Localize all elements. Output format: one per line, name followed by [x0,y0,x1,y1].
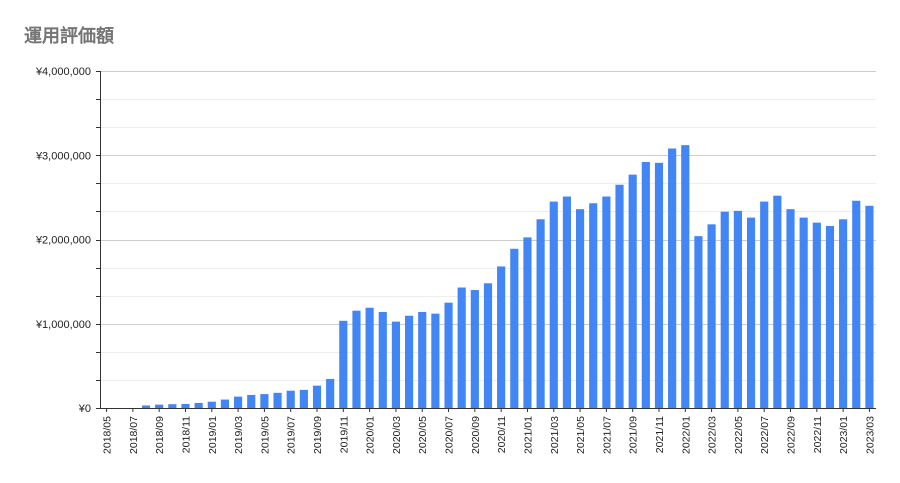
bar-2018-11 [181,403,190,408]
x-tick-label: 2019/07 [286,416,298,454]
x-tick-label: 2019/01 [207,416,219,454]
x-tick-label: 2019/05 [259,416,271,454]
bar-2021-02 [536,219,545,408]
bar-2021-10 [641,161,650,408]
x-tick-label: 2021/07 [601,416,613,454]
x-tick-label: 2018/11 [180,416,192,453]
bar-2018-10 [168,404,177,408]
bar-2021-05 [575,209,585,408]
x-tick-label: 2020/11 [496,416,508,453]
bar-2021-04 [562,196,571,408]
x-tick-label: 2021/03 [549,416,561,454]
x-tick-label: 2020/09 [470,416,482,454]
bar-2021-11 [654,162,664,408]
bar-2022-05 [733,210,742,408]
bar-2021-12 [668,148,677,408]
x-tick-label: 2022/01 [680,416,692,454]
bar-2020-10 [483,283,493,408]
x-tick-label: 2022/07 [759,416,771,454]
y-tick-label: ¥1,000,000 [35,319,91,331]
bar-2022-11 [812,222,821,408]
bar-2019-01 [207,401,216,408]
x-tick-label: 2023/01 [838,416,850,454]
bar-2020-09 [470,290,479,408]
x-tick-label: 2022/05 [733,416,745,454]
bar-2019-09 [312,385,322,408]
x-tick-label: 2018/05 [102,416,114,454]
bar-2023-03 [865,205,874,408]
bar-2019-12 [352,310,361,408]
x-tick-label: 2021/01 [522,416,534,454]
x-tick-label: 2022/03 [707,416,719,454]
axes [96,71,876,409]
bar-2020-07 [444,302,453,408]
x-tick-label: 2020/03 [391,416,403,454]
y-tick-label: ¥4,000,000 [35,66,91,78]
bar-2019-05 [260,394,269,408]
x-tick-label: 2022/09 [786,416,798,454]
bar-2022-09 [786,209,795,408]
bar-2023-02 [852,200,861,408]
x-tick-label: 2020/01 [365,416,377,454]
x-tick-label: 2019/03 [233,416,245,454]
x-tick-label: 2021/05 [575,416,587,454]
bar-2018-09 [155,404,164,408]
bar-2023-01 [839,219,848,408]
x-tick-label: 2019/11 [338,416,350,453]
bar-2021-03 [549,201,558,408]
bar-2019-06 [273,392,282,408]
x-tick-label: 2018/07 [128,416,140,454]
bar-2022-06 [746,217,756,408]
x-tick-label: 2020/07 [444,416,456,454]
bar-2019-11 [339,320,348,408]
bar-2022-12 [825,226,835,408]
bar-2020-01 [365,307,374,408]
bar-2022-01 [681,145,690,408]
y-tick-labels: ¥0 ¥1,000,000 ¥2,000,000 ¥3,000,000 ¥4,000,0… [35,66,91,415]
y-tick-label: ¥3,000,000 [35,150,91,162]
x-tick-label: 2020/05 [417,416,429,454]
bar-2018-12 [194,402,203,408]
y-tick-label: ¥0 [78,403,91,415]
bar-2022-10 [799,217,808,408]
bar-2019-02 [220,399,230,408]
bar-2020-03 [391,321,400,408]
bar-2020-05 [418,311,427,408]
bar-2021-08 [615,184,624,408]
chart-title: 運用評価額 [24,26,114,47]
bar-2019-04 [247,394,256,408]
x-tick-label: 2023/03 [864,416,876,454]
bar-2020-11 [497,266,506,408]
bar-2021-06 [589,203,598,408]
bar-2019-10 [326,378,335,408]
x-tick-label: 2019/09 [312,416,324,454]
bar-2020-02 [378,311,387,408]
bar-2020-04 [405,315,414,408]
bar-2019-08 [299,389,308,408]
bar-2022-03 [707,224,716,408]
x-tick-labels: 2018/05 2018/07 2018/09 2018/11 2019/01 2019/… [102,408,876,454]
bar-2019-07 [286,390,295,408]
x-tick-label: 2022/11 [812,416,824,453]
x-tick-label: 2021/09 [628,416,640,454]
bar-2021-01 [523,237,532,408]
bar-2018-08 [141,405,151,408]
bars [141,145,874,408]
bar-2021-07 [602,196,611,408]
bar-2020-12 [510,248,519,408]
bar-2022-02 [694,236,703,408]
y-tick-label: ¥2,000,000 [35,235,91,247]
bar-2021-09 [628,174,637,408]
x-tick-label: 2018/09 [154,416,166,454]
bar-2019-03 [234,396,243,408]
bar-2022-08 [773,195,782,408]
x-tick-label: 2021/11 [654,416,666,453]
bar-2022-04 [720,211,729,408]
bar-2020-08 [457,287,466,408]
bar-2020-06 [431,313,440,408]
bar-2022-07 [760,201,769,408]
